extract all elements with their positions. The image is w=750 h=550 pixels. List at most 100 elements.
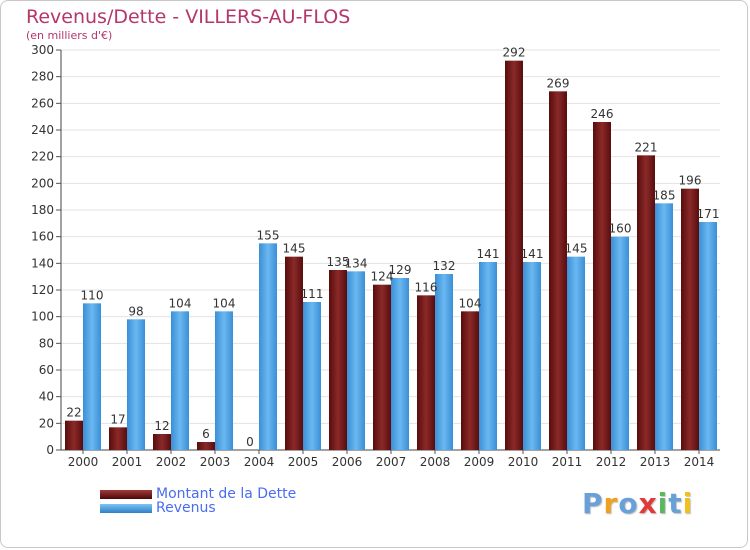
bar-dette (153, 434, 171, 450)
data-label-dette: 269 (547, 76, 570, 90)
y-tick-label: 240 (31, 123, 54, 137)
bar-dette (637, 155, 655, 451)
legend-label-revenus: Revenus (156, 500, 216, 516)
bar-revenus (479, 262, 497, 450)
bar-dette (549, 91, 567, 450)
data-label-revenus: 171 (697, 207, 720, 221)
y-tick-label: 200 (31, 176, 54, 190)
data-label-dette: 246 (591, 107, 614, 121)
data-label-revenus: 145 (565, 242, 588, 256)
data-label-revenus: 104 (213, 296, 236, 310)
bar-revenus (567, 256, 585, 450)
x-tick-label: 2004 (244, 455, 275, 469)
data-label-dette: 22 (66, 406, 81, 420)
x-tick-label: 2000 (68, 455, 99, 469)
data-labels: 2211017981210461040155145111135134124129… (66, 46, 719, 449)
x-tick-label: 2013 (640, 455, 671, 469)
data-label-revenus: 110 (81, 288, 104, 302)
chart-subtitle: (en milliers d'€) (26, 29, 113, 42)
axes: 0204060801001201401601802002202402602803… (31, 43, 720, 469)
data-label-dette: 292 (503, 46, 526, 60)
data-label-revenus: 155 (257, 228, 280, 242)
data-label-dette: 135 (327, 255, 350, 269)
x-tick-label: 2014 (684, 455, 715, 469)
logo-letter: P (582, 487, 604, 520)
logo-letter: t (668, 487, 683, 520)
y-tick-label: 180 (31, 203, 54, 217)
data-label-dette: 17 (110, 412, 125, 426)
bar-dette (373, 284, 391, 450)
y-tick-label: 60 (39, 363, 54, 377)
data-label-dette: 104 (459, 296, 482, 310)
data-label-dette: 196 (679, 174, 702, 188)
y-tick-label: 100 (31, 310, 54, 324)
bar-revenus (611, 236, 629, 450)
y-tick-label: 140 (31, 256, 54, 270)
chart-title: Revenus/Dette - VILLERS-AU-FLOS (26, 6, 351, 28)
x-tick-label: 2006 (332, 455, 363, 469)
logo-letter: r (603, 487, 619, 520)
data-label-revenus: 141 (521, 247, 544, 261)
bars (65, 60, 717, 451)
data-label-revenus: 132 (433, 259, 456, 273)
data-label-revenus: 111 (301, 287, 324, 301)
y-tick-label: 280 (31, 70, 54, 84)
x-tick-label: 2003 (200, 455, 231, 469)
data-label-dette: 124 (371, 270, 394, 284)
data-label-revenus: 98 (128, 304, 143, 318)
x-tick-label: 2005 (288, 455, 319, 469)
bar-revenus (303, 302, 321, 450)
bar-revenus (391, 278, 409, 450)
bar-revenus (435, 274, 453, 450)
data-label-dette: 6 (202, 427, 210, 441)
logo-letter: o (618, 487, 639, 520)
bar-revenus (259, 243, 277, 450)
bar-revenus (655, 203, 673, 450)
data-label-revenus: 134 (345, 256, 368, 270)
y-tick-label: 300 (31, 43, 54, 57)
bar-dette (461, 311, 479, 450)
bar-revenus (347, 271, 365, 450)
data-label-dette: 12 (154, 419, 169, 433)
bar-dette (65, 420, 83, 450)
logo-letter: i (657, 487, 669, 520)
bar-revenus (215, 311, 233, 450)
data-label-revenus: 185 (653, 188, 676, 202)
x-tick-label: 2008 (420, 455, 451, 469)
legend-label-dette: Montant de la Dette (156, 486, 297, 502)
x-tick-label: 2011 (552, 455, 583, 469)
bar-revenus (127, 319, 145, 450)
y-tick-label: 220 (31, 150, 54, 164)
bar-dette (593, 122, 611, 450)
bar-dette (197, 442, 215, 450)
bar-revenus (523, 262, 541, 450)
data-label-dette: 145 (283, 242, 306, 256)
x-tick-label: 2010 (508, 455, 539, 469)
data-label-revenus: 104 (169, 296, 192, 310)
data-label-revenus: 129 (389, 263, 412, 277)
y-tick-label: 20 (39, 416, 54, 430)
x-tick-label: 2002 (156, 455, 187, 469)
data-label-dette: 221 (635, 140, 658, 154)
legend-swatch-revenus (100, 504, 152, 513)
x-tick-label: 2001 (112, 455, 143, 469)
y-tick-label: 40 (39, 390, 54, 404)
bar-revenus (699, 222, 717, 450)
x-tick-label: 2012 (596, 455, 627, 469)
bar-dette (417, 295, 435, 450)
bar-dette (681, 188, 699, 450)
y-tick-label: 120 (31, 283, 54, 297)
x-tick-label: 2009 (464, 455, 495, 469)
bar-dette (109, 427, 127, 450)
x-tick-label: 2007 (376, 455, 407, 469)
y-tick-label: 160 (31, 230, 54, 244)
bar-dette (505, 60, 523, 451)
data-label-dette: 0 (246, 435, 254, 449)
logo-letter: i (682, 487, 694, 520)
y-tick-label: 260 (31, 96, 54, 110)
legend-swatch-dette (100, 490, 152, 499)
data-label-dette: 116 (415, 280, 438, 294)
bar-dette (329, 270, 347, 450)
logo-letter: x (638, 487, 658, 520)
